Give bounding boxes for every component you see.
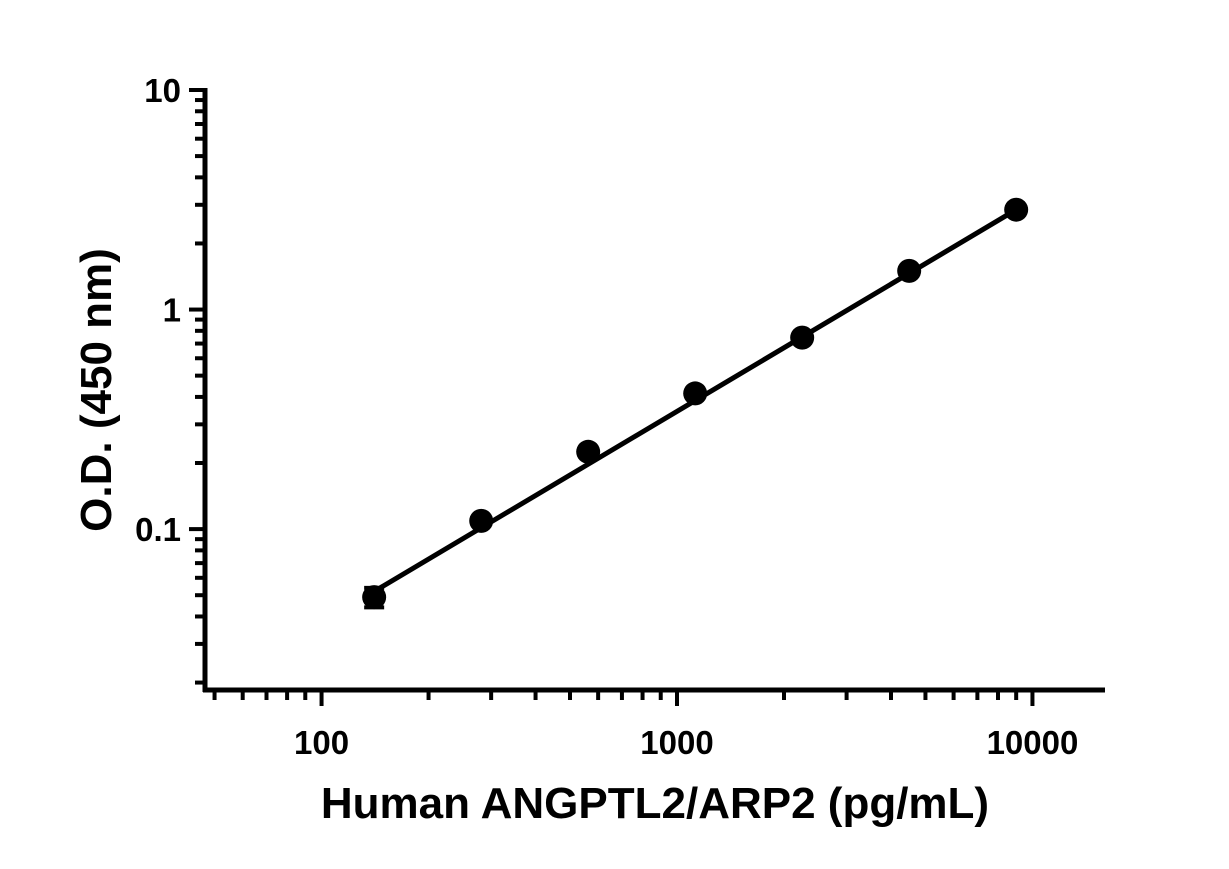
x-axis: 100 1000 10000	[203, 687, 1105, 761]
data-point	[362, 585, 387, 610]
y-tick-label: 1	[163, 292, 181, 329]
data-point	[897, 258, 922, 283]
x-tick-label: 10000	[987, 724, 1079, 761]
x-tick-label: 1000	[640, 724, 713, 761]
data-marker	[1004, 197, 1029, 222]
y-axis: 0.1 1 10	[135, 72, 208, 692]
y-tick-label: 10	[144, 72, 181, 109]
data-point	[1004, 197, 1029, 222]
data-marker	[469, 508, 494, 533]
data-point	[469, 508, 494, 533]
y-axis-title: O.D. (450 nm)	[72, 248, 121, 532]
data-points-layer	[362, 197, 1029, 610]
data-point	[576, 439, 601, 464]
data-marker	[576, 439, 601, 464]
data-marker	[683, 381, 708, 406]
x-tick-label: 100	[294, 724, 349, 761]
data-marker	[362, 585, 387, 610]
data-marker	[897, 258, 922, 283]
data-point	[683, 381, 708, 406]
data-marker	[790, 325, 815, 350]
data-point	[790, 325, 815, 350]
y-tick-label: 0.1	[135, 511, 181, 548]
x-axis-title: Human ANGPTL2/ARP2 (pg/mL)	[321, 779, 989, 828]
